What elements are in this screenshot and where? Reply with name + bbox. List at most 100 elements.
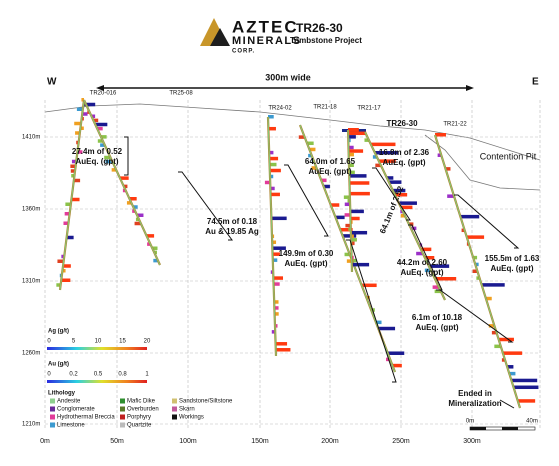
title: TR26-30	[296, 21, 343, 35]
assay-bar	[321, 178, 327, 183]
assay-bar	[269, 162, 277, 167]
assay-bar	[364, 138, 369, 142]
assay-bar	[511, 378, 538, 383]
assay-bar	[268, 115, 274, 119]
assay-bar	[392, 363, 402, 368]
assay-bar	[349, 174, 367, 178]
legend-tick: 0.8	[118, 372, 127, 378]
assay-bar	[76, 140, 79, 145]
assay-bar	[97, 126, 103, 131]
assay-bar	[95, 122, 108, 127]
pit-label: Contention Pit	[480, 151, 537, 161]
assay-bar	[509, 371, 516, 376]
assay-bar	[361, 283, 377, 288]
assay-bar	[62, 269, 66, 273]
distance-label: 50m	[110, 438, 124, 445]
legend-swatch	[120, 414, 125, 420]
assay-bar	[346, 259, 352, 263]
assay-bar	[348, 145, 354, 150]
hole-label: TR20-016	[90, 91, 117, 97]
assay-bar	[275, 348, 291, 352]
assay-bar	[264, 180, 271, 185]
assay-bar	[379, 159, 396, 163]
legend-tick: 20	[144, 339, 151, 345]
assay-bar	[307, 141, 314, 146]
logo-text: CORP.	[232, 49, 255, 55]
annotation: AuEq. (gpt)	[490, 264, 533, 273]
assay-bar	[501, 358, 506, 362]
assay-bar	[323, 184, 330, 189]
legend-tick: 0.5	[94, 372, 103, 378]
assay-bar	[134, 221, 141, 226]
assay-bar	[330, 203, 340, 207]
annotation: AuEq. (gpt)	[75, 157, 118, 166]
scale-bar	[469, 426, 536, 431]
assay-bar	[273, 282, 280, 286]
assay-bar	[393, 188, 406, 193]
assay-bar	[349, 181, 370, 185]
drill-trace	[267, 116, 277, 357]
assay-bar	[82, 112, 88, 116]
assay-bar	[461, 228, 465, 233]
elevation-label: 1410m	[22, 135, 40, 141]
legend-title: Ag (g/t)	[48, 329, 69, 335]
assay-bar	[434, 289, 441, 294]
assay-bar	[93, 118, 99, 123]
annotation: AuEq. (gpt)	[382, 158, 425, 167]
distance-label: 200m	[321, 438, 339, 445]
assay-bar	[66, 235, 74, 240]
assay-bar	[126, 201, 132, 205]
assay-bar	[389, 180, 402, 184]
assay-bar	[298, 135, 305, 139]
assay-bar	[387, 176, 394, 180]
bracket	[124, 136, 129, 176]
distance-label: 0m	[40, 438, 50, 445]
assay-bar	[65, 202, 71, 206]
assay-bar	[80, 126, 84, 130]
arrow-head	[96, 85, 104, 91]
legend-label: Skarn	[179, 407, 195, 413]
elevation-label: 1360m	[22, 207, 40, 213]
assay-bar	[335, 215, 345, 220]
assay-bar	[63, 221, 69, 225]
assay-bar	[111, 168, 117, 172]
assay-bar	[400, 209, 403, 214]
arrow-head	[466, 85, 474, 91]
legend-label: Conglomerate	[57, 407, 95, 413]
assay-bar	[340, 227, 353, 232]
assay-bar	[74, 121, 81, 126]
assay-bar	[491, 330, 497, 335]
assay-bar	[129, 197, 137, 201]
assay-bar	[105, 159, 113, 164]
assay-bar	[371, 142, 396, 147]
assay-bar	[466, 235, 485, 239]
annotation: Au & 19.85 Ag	[205, 227, 259, 236]
annotation: AuEq. (gpt)	[308, 167, 351, 176]
assay-bar	[70, 164, 76, 168]
assay-bar	[83, 102, 96, 107]
drill-trace	[83, 99, 161, 266]
assay-bar	[269, 156, 279, 161]
west-label: W	[47, 77, 57, 88]
assay-bar	[429, 264, 450, 268]
assay-bar	[460, 214, 480, 219]
annotation: 16.8m of 2.36	[379, 148, 430, 157]
assay-bar	[274, 306, 279, 310]
assay-bar	[401, 205, 413, 210]
assay-bar	[135, 217, 140, 222]
assay-bar	[268, 126, 276, 131]
assay-bar	[503, 351, 523, 355]
bracket	[178, 171, 233, 241]
assay-bar	[375, 151, 399, 155]
annotation: Mineralization	[448, 399, 501, 408]
label-bg	[255, 72, 321, 83]
assay-bar	[344, 252, 350, 257]
assay-bar	[56, 283, 61, 287]
assay-bar	[269, 150, 274, 155]
annotation: AuEq. (gpt)	[415, 323, 458, 332]
assay-bar	[308, 153, 312, 158]
assay-bar	[101, 135, 107, 139]
assay-bar	[146, 234, 155, 238]
assay-bar	[345, 223, 351, 228]
